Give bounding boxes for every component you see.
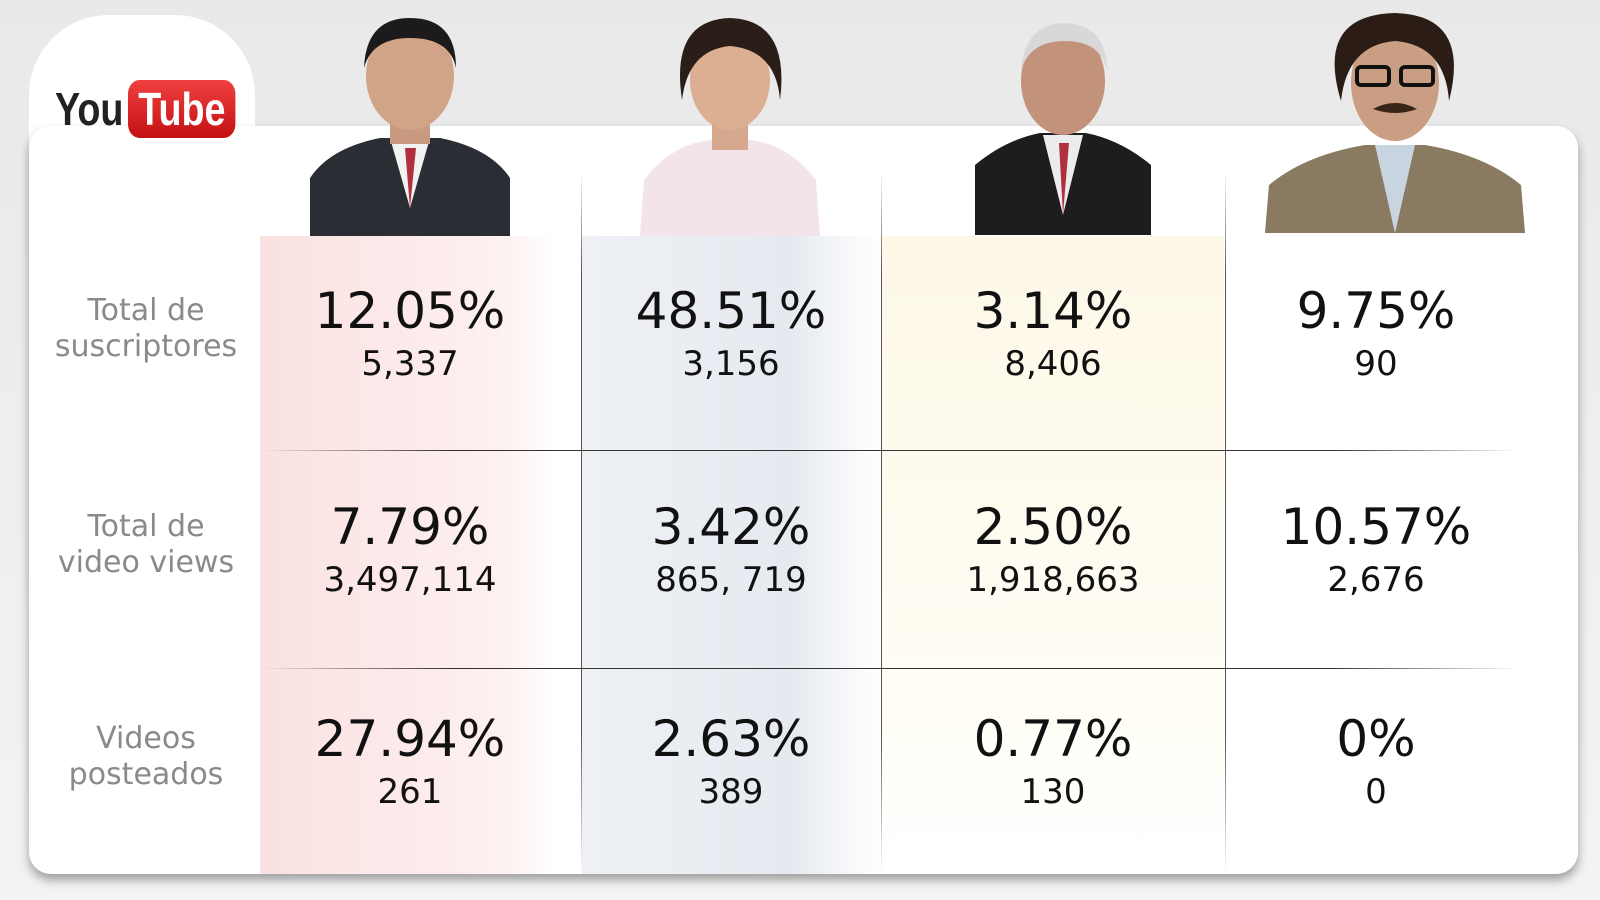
data-cell: 3.42% 865, 719 <box>582 460 880 638</box>
data-cell: 2.63% 389 <box>582 678 880 844</box>
count-value: 3,156 <box>682 344 780 384</box>
row-label: Total de suscriptores <box>36 293 256 365</box>
count-value: 2,676 <box>1327 560 1425 600</box>
count-value: 90 <box>1354 344 1398 384</box>
data-cell: 48.51% 3,156 <box>582 246 880 420</box>
count-value: 1,918,663 <box>966 560 1140 600</box>
row-label-line: video views <box>57 545 235 580</box>
data-cell: 7.79% 3,497,114 <box>260 460 560 638</box>
percent-value: 2.63% <box>651 710 811 768</box>
count-value: 865, 719 <box>655 560 807 600</box>
youtube-logo: You Tube <box>55 80 236 138</box>
data-cell: 0% 0 <box>1226 678 1526 844</box>
data-cell: 27.94% 261 <box>260 678 560 844</box>
column-divider <box>581 170 582 874</box>
count-value: 261 <box>377 772 443 812</box>
row-label-line: Total de <box>87 293 205 328</box>
row-label-line: posteados <box>68 757 224 792</box>
row-divider <box>260 668 1520 669</box>
column-divider <box>881 170 882 874</box>
row-label: Videos posteados <box>36 721 256 793</box>
data-cell: 10.57% 2,676 <box>1226 460 1526 638</box>
percent-value: 0% <box>1336 710 1416 768</box>
percent-value: 0.77% <box>973 710 1133 768</box>
percent-value: 27.94% <box>314 710 506 768</box>
data-cell: 3.14% 8,406 <box>882 246 1224 420</box>
data-cell: 2.50% 1,918,663 <box>882 460 1224 638</box>
percent-value: 48.51% <box>635 282 827 340</box>
column-bg <box>582 236 880 874</box>
column-bg <box>882 236 1224 874</box>
column-bg <box>260 236 558 874</box>
percent-value: 2.50% <box>973 498 1133 556</box>
portrait <box>975 23 1151 235</box>
data-cell: 0.77% 130 <box>882 678 1224 844</box>
portrait <box>1265 13 1525 233</box>
count-value: 3,497,114 <box>323 560 497 600</box>
count-value: 8,406 <box>1004 344 1102 384</box>
data-cell: 9.75% 90 <box>1226 246 1526 420</box>
count-value: 130 <box>1020 772 1086 812</box>
portrait <box>640 18 820 236</box>
percent-value: 3.42% <box>651 498 811 556</box>
percent-value: 9.75% <box>1296 282 1456 340</box>
count-value: 0 <box>1365 772 1387 812</box>
column-divider <box>1225 170 1226 874</box>
count-value: 5,337 <box>361 344 459 384</box>
percent-value: 12.05% <box>314 282 506 340</box>
row-label: Total de video views <box>36 509 256 581</box>
percent-value: 7.79% <box>330 498 490 556</box>
data-cell: 12.05% 5,337 <box>260 246 560 420</box>
portrait <box>310 18 510 236</box>
row-divider <box>260 450 1520 451</box>
count-value: 389 <box>698 772 764 812</box>
row-label-line: Total de <box>87 509 205 544</box>
logo-you: You <box>55 83 124 135</box>
row-label-line: Videos <box>96 721 196 756</box>
percent-value: 10.57% <box>1280 498 1472 556</box>
row-label-line: suscriptores <box>54 329 238 364</box>
logo-tube: Tube <box>128 80 236 138</box>
percent-value: 3.14% <box>973 282 1133 340</box>
